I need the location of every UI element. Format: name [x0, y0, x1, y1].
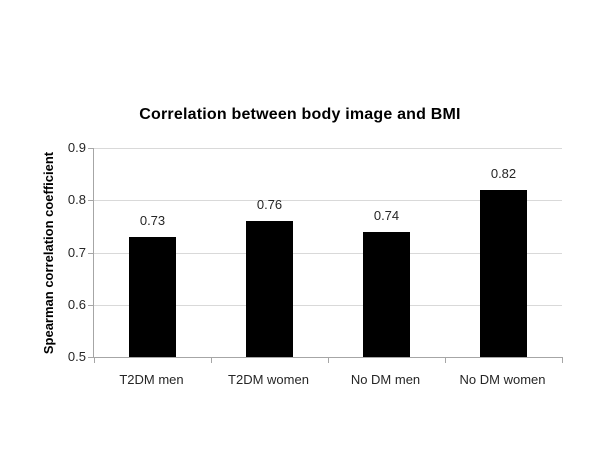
x-category-label: T2DM women — [228, 372, 309, 387]
x-axis-tick — [562, 357, 563, 363]
y-axis-tick — [88, 200, 94, 201]
y-tick-label: 0.7 — [67, 245, 86, 260]
bar-value-label: 0.82 — [490, 166, 517, 181]
chart-title: Correlation between body image and BMI — [139, 106, 461, 123]
y-axis-tick — [88, 148, 94, 149]
y-tick-label: 0.6 — [67, 297, 86, 312]
y-tick-label: 0.8 — [67, 192, 86, 207]
gridline — [94, 305, 562, 306]
bar — [480, 190, 527, 357]
x-category-label: No DM men — [350, 372, 421, 387]
y-axis-tick — [88, 305, 94, 306]
bar — [129, 237, 176, 357]
bar-value-label: 0.76 — [256, 197, 283, 212]
x-category-label: No DM women — [459, 372, 546, 387]
y-tick-label: 0.9 — [67, 140, 86, 155]
y-tick-label: 0.5 — [67, 349, 86, 364]
bar — [363, 232, 410, 357]
bar-value-label: 0.73 — [139, 213, 166, 228]
x-axis-tick — [445, 357, 446, 363]
x-axis-tick — [211, 357, 212, 363]
x-axis-tick — [94, 357, 95, 363]
y-axis-tick — [88, 357, 94, 358]
gridline — [94, 200, 562, 201]
y-axis-tick — [88, 253, 94, 254]
bar-value-label: 0.74 — [373, 208, 400, 223]
gridline — [94, 253, 562, 254]
gridline — [94, 148, 562, 149]
plot-area: 0.73 0.76 0.74 0.82 — [88, 148, 563, 363]
x-category-label: T2DM men — [119, 372, 184, 387]
bar — [246, 221, 293, 357]
x-axis-tick — [328, 357, 329, 363]
